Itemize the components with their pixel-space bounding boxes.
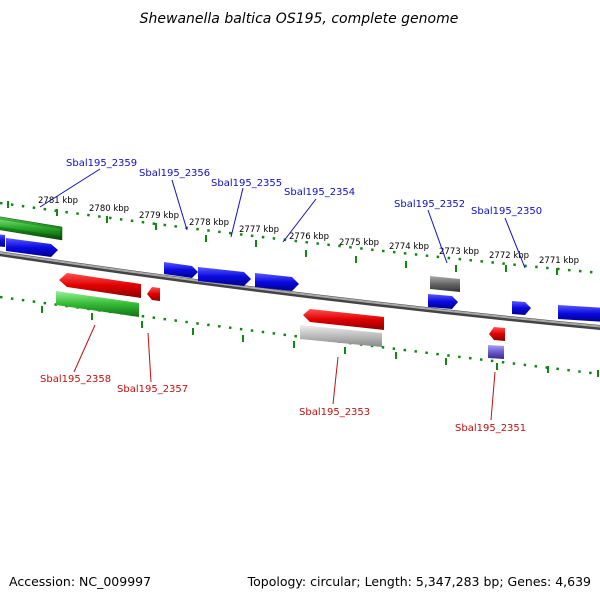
kbp-label: 2776 kbp — [289, 232, 329, 242]
genome-summary-text: Topology: circular; Length: 5,347,283 bp… — [247, 574, 591, 589]
cds-forward — [0, 234, 5, 247]
kbp-label: 2773 kbp — [439, 247, 479, 257]
cds-reverse — [147, 287, 160, 301]
leader-line — [282, 198, 317, 243]
gene-labels-bottom: Sbal195_2358 Sbal195_2357 Sbal195_2353 S… — [40, 374, 526, 434]
leader-line — [230, 187, 244, 238]
kbp-label: 2772 kbp — [489, 251, 529, 261]
inner-major-ticks — [41, 306, 599, 377]
leader-line — [490, 371, 496, 421]
genome-title: Shewanella baltica OS195, complete genom… — [140, 11, 459, 27]
gene-label: Sbal195_2352 — [394, 199, 465, 210]
gene-label: Sbal195_2353 — [299, 407, 370, 418]
cds-forward — [6, 238, 58, 257]
cds-forward — [198, 267, 251, 286]
cds-reverse — [59, 273, 141, 298]
rna-feature — [0, 219, 60, 236]
kbp-label: 2780 kbp — [89, 204, 129, 214]
kbp-label: 2774 kbp — [389, 242, 429, 252]
kbp-labels: 2781 kbp 2780 kbp 2779 kbp 2778 kbp 2777… — [38, 196, 579, 266]
misc-feature — [488, 345, 504, 359]
kbp-label: 2781 kbp — [38, 196, 78, 206]
kbp-label: 2778 kbp — [189, 218, 229, 228]
reverse-cds-features — [59, 273, 505, 341]
gene-label: Sbal195_2350 — [471, 206, 542, 217]
leader-line — [427, 209, 448, 264]
leader-line — [332, 356, 339, 405]
cds-reverse — [489, 327, 505, 341]
leader-lines-top — [39, 168, 526, 269]
gene-label: Sbal195_2356 — [139, 168, 210, 179]
cds-forward — [512, 301, 531, 315]
rna-feature — [56, 291, 139, 317]
gene-label: Sbal195_2358 — [40, 374, 111, 385]
cds-forward — [558, 305, 600, 322]
leader-lines-bottom — [73, 324, 496, 421]
rna-features — [0, 216, 63, 241]
gene-label: Sbal195_2351 — [455, 423, 526, 434]
leader-line — [147, 332, 152, 383]
leader-line — [39, 168, 101, 208]
cds-reverse — [303, 309, 384, 330]
gene-label: Sbal195_2357 — [117, 384, 188, 395]
outer-major-ticks — [7, 201, 558, 275]
inner-lane-features — [56, 291, 504, 359]
kbp-label: 2775 kbp — [339, 238, 379, 248]
gene-label: Sbal195_2359 — [66, 158, 137, 169]
kbp-label: 2777 kbp — [239, 225, 279, 235]
cds-forward — [255, 273, 299, 291]
cds-forward — [428, 294, 458, 309]
gene-label: Sbal195_2354 — [284, 187, 355, 198]
cds-forward — [164, 262, 198, 278]
pseudogene-feature — [430, 276, 460, 292]
kbp-label: 2771 kbp — [539, 256, 579, 266]
leader-line — [504, 217, 526, 269]
pseudogene-feature — [300, 325, 382, 347]
leader-line — [171, 179, 188, 231]
forward-cds-features — [0, 234, 600, 322]
leader-line — [73, 324, 96, 373]
gene-label: Sbal195_2355 — [211, 178, 282, 189]
gene-labels-top: Sbal195_2359 Sbal195_2356 Sbal195_2355 S… — [66, 158, 542, 217]
accession-text: Accession: NC_009997 — [9, 574, 151, 589]
genome-backbone — [0, 251, 600, 331]
kbp-label: 2779 kbp — [139, 211, 179, 221]
